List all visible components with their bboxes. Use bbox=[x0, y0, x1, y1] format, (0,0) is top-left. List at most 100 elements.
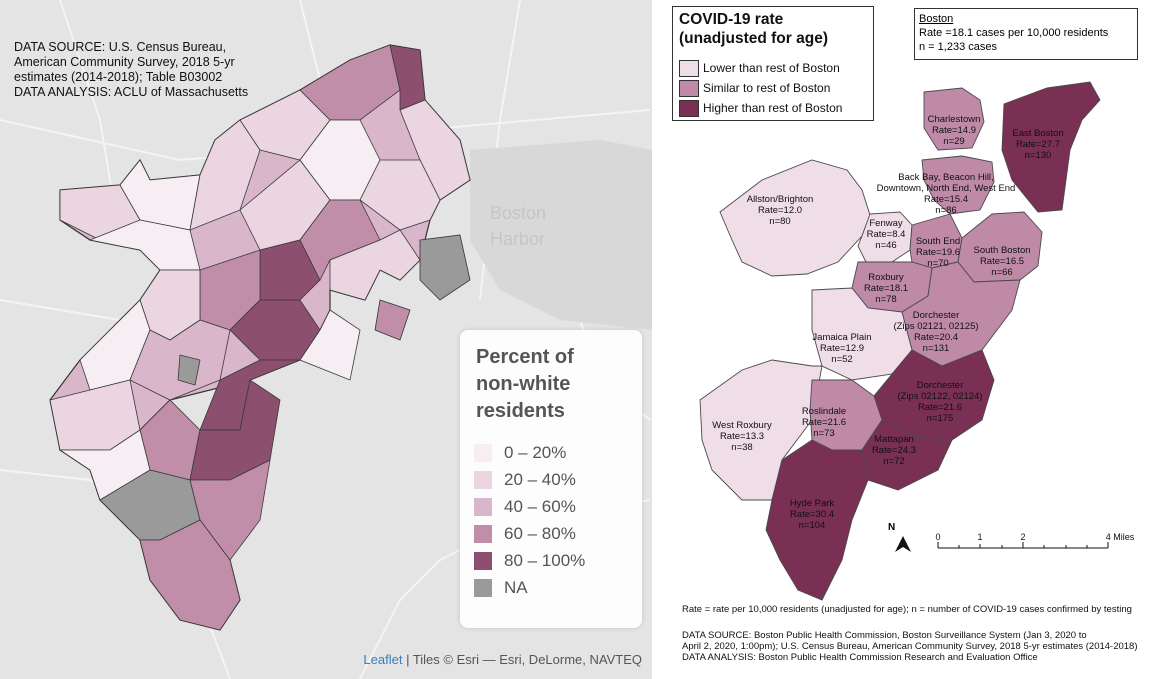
label-line: n=70 bbox=[927, 258, 949, 269]
harbor-label-line: Boston bbox=[490, 203, 547, 223]
right-data-source: DATA SOURCE: Boston Public Health Commis… bbox=[682, 630, 1138, 663]
north-label: N bbox=[888, 522, 896, 533]
right-legend-item: Lower than rest of Boston bbox=[679, 60, 869, 77]
label-line: Jamaica Plain bbox=[812, 332, 872, 343]
label-line: Back Bay, Beacon Hill, bbox=[898, 172, 994, 183]
label-line: Mattapan bbox=[874, 434, 914, 445]
label-line: Rate=13.3 bbox=[719, 431, 765, 442]
neighborhood-label: Hyde Park Rate=30.4 n=104 bbox=[790, 498, 834, 531]
neighborhood-label: West Roxbury Rate=13.3 n=38 bbox=[712, 420, 771, 453]
harbor-label: Boston Harbor bbox=[490, 200, 546, 252]
neighborhood-label: Jamaica Plain Rate=12.9 n=52 bbox=[812, 332, 871, 365]
neighborhood-label: Dorchester (Zips 02121, 02125) Rate=20.4… bbox=[893, 310, 978, 354]
label-line: South End bbox=[915, 236, 961, 247]
boston-summary-box: Boston Rate =18.1 cases per 10,000 resid… bbox=[914, 8, 1138, 60]
label-line: n=175 bbox=[926, 413, 954, 424]
label-line: Rate=27.7 bbox=[1015, 139, 1061, 150]
label-line: East Boston bbox=[1012, 128, 1064, 139]
back-bay-shape bbox=[921, 155, 995, 215]
neighborhood-label: Back Bay, Beacon Hill, Downtown, North E… bbox=[877, 172, 1016, 216]
hyde-park-shape bbox=[765, 439, 869, 601]
legend-label: 0 – 20% bbox=[504, 443, 567, 462]
label-line: Rate=20.4 bbox=[913, 332, 959, 343]
non-white-residents-map[interactable]: DATA SOURCE: U.S. Census Bureau, America… bbox=[0, 0, 652, 679]
label-line: South Boston bbox=[973, 245, 1031, 256]
right-legend-item: Similar to rest of Boston bbox=[679, 80, 869, 97]
neighborhood-label: Roslindale Rate=21.6 n=73 bbox=[802, 406, 846, 439]
harbor-water bbox=[470, 140, 652, 330]
label-line: Rate=21.6 bbox=[917, 402, 963, 413]
left-legend-title: Percent of non-white residents bbox=[476, 344, 574, 425]
label-line: n=104 bbox=[798, 520, 826, 531]
legend-label: 80 – 100% bbox=[504, 551, 586, 570]
neighborhood-label: Mattapan Rate=24.3 n=72 bbox=[872, 434, 916, 467]
legend-swatch bbox=[679, 80, 699, 97]
na-harbor-tract bbox=[419, 234, 471, 301]
scale-label: 2 bbox=[1020, 532, 1026, 542]
boston-summary-n: n = 1,233 cases bbox=[919, 41, 997, 53]
label-line: Rate=16.5 bbox=[979, 256, 1025, 267]
left-source-line: estimates (2014-2018); Table B03002 bbox=[14, 70, 223, 84]
left-legend-item: 40 – 60% bbox=[474, 496, 639, 518]
left-source-line: American Community Survey, 2018 5-yr bbox=[14, 55, 235, 69]
label-line: Rate=19.6 bbox=[915, 247, 961, 258]
left-legend-item: NA bbox=[474, 577, 639, 599]
label-line: Rate=15.4 bbox=[923, 194, 969, 205]
neighborhood-label: South End Rate=19.6 n=70 bbox=[916, 236, 960, 269]
label-line: West Roxbury bbox=[712, 420, 772, 431]
charlestown-shape bbox=[923, 87, 985, 151]
legend-label: 20 – 40% bbox=[504, 470, 576, 489]
label-line: Fenway bbox=[869, 218, 903, 229]
label-line: n=38 bbox=[731, 442, 753, 453]
attribution-text: | Tiles © Esri — Esri, DeLorme, NAVTEQ bbox=[402, 652, 642, 667]
leaflet-link[interactable]: Leaflet bbox=[363, 652, 403, 667]
right-source-line: DATA ANALYSIS: Boston Public Health Comm… bbox=[682, 652, 1038, 663]
legend-label: Lower than rest of Boston bbox=[703, 61, 840, 75]
label-line: Dorchester bbox=[912, 310, 960, 321]
covid-rate-map: COVID-19 rate (unadjusted for age) Lower… bbox=[662, 0, 1160, 679]
right-source-line: DATA SOURCE: Boston Public Health Commis… bbox=[682, 630, 1087, 641]
boston-summary-rate: Rate =18.1 cases per 10,000 residents bbox=[919, 27, 1109, 39]
legend-swatch bbox=[474, 498, 492, 516]
scale-label: 0 bbox=[935, 532, 941, 542]
legend-label: NA bbox=[504, 578, 528, 597]
left-legend-item: 20 – 40% bbox=[474, 469, 639, 491]
boston-summary-name: Boston bbox=[919, 13, 954, 25]
label-line: Rate=12.0 bbox=[757, 205, 803, 216]
label-line: Roslindale bbox=[801, 406, 847, 417]
legend-swatch bbox=[474, 579, 492, 597]
right-legend-title-line: (unadjusted for age) bbox=[679, 30, 828, 47]
label-line: n=72 bbox=[883, 456, 905, 467]
legend-label: 40 – 60% bbox=[504, 497, 576, 516]
label-line: n=46 bbox=[875, 240, 897, 251]
legend-label: Higher than rest of Boston bbox=[703, 101, 843, 115]
neighborhood-label: Charlestown Rate=14.9 n=29 bbox=[928, 114, 981, 147]
label-line: Rate=12.9 bbox=[819, 343, 865, 354]
neighborhood-label: Dorchester (Zips 02122, 02124) Rate=21.6… bbox=[897, 380, 982, 424]
left-map-canvas bbox=[0, 0, 652, 679]
label-line: n=131 bbox=[922, 343, 950, 354]
legend-swatch bbox=[679, 60, 699, 77]
scale-label: 1 bbox=[977, 532, 983, 542]
right-map-canvas bbox=[699, 81, 1109, 601]
label-line: n=78 bbox=[875, 294, 897, 305]
label-line: (Zips 02121, 02125) bbox=[893, 321, 979, 332]
label-line: Rate=8.4 bbox=[866, 229, 906, 240]
label-line: n=52 bbox=[831, 354, 853, 365]
legend-swatch bbox=[474, 525, 492, 543]
label-line: n=86 bbox=[935, 205, 957, 216]
left-legend-title-line: Percent of bbox=[476, 346, 574, 368]
north-arrow-icon bbox=[895, 536, 911, 552]
scale-bar bbox=[937, 542, 1109, 549]
left-legend-item: 0 – 20% bbox=[474, 442, 639, 464]
label-line: Rate=14.9 bbox=[931, 125, 977, 136]
peninsula-tract bbox=[374, 299, 411, 341]
label-line: Hyde Park bbox=[789, 498, 835, 509]
label-line: n=66 bbox=[991, 267, 1013, 278]
right-legend: COVID-19 rate (unadjusted for age) Lower… bbox=[672, 6, 874, 121]
label-line: (Zips 02122, 02124) bbox=[897, 391, 983, 402]
right-legend-item: Higher than rest of Boston bbox=[679, 100, 869, 117]
harbor-label-line: Harbor bbox=[490, 229, 546, 249]
left-data-source: DATA SOURCE: U.S. Census Bureau, America… bbox=[14, 40, 314, 100]
left-legend: Percent of non-white residents 0 – 20% 2… bbox=[460, 330, 642, 628]
